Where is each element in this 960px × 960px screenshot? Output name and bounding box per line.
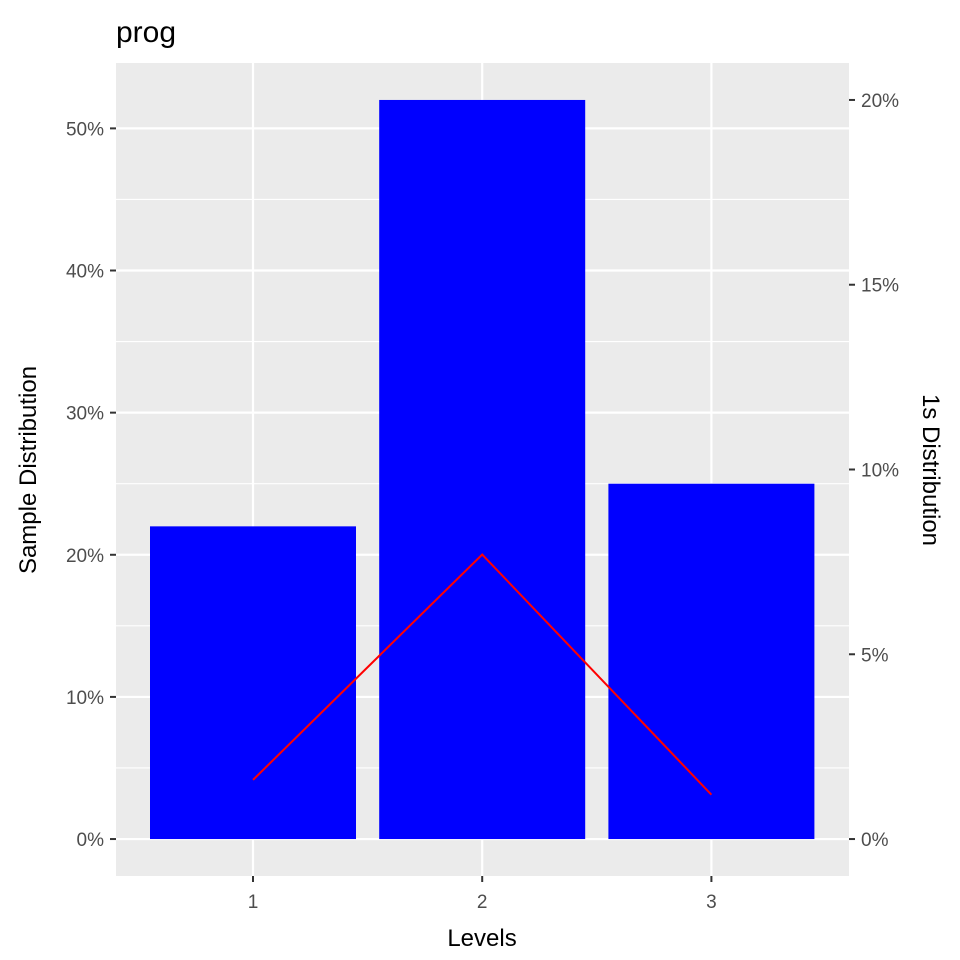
y-tick-label: 30% — [66, 404, 104, 425]
bar-series — [150, 99, 815, 840]
x-axis: 1 2 3 — [248, 876, 717, 913]
y-axis-title: Sample Distribution — [15, 366, 42, 574]
y-axis-left: 0% 10% 20% 30% 40% 50% — [66, 119, 116, 851]
y-tick-label: 40% — [66, 262, 104, 283]
bar — [150, 526, 356, 840]
y-axis-right: 0% 5% 10% 15% 20% — [849, 91, 899, 851]
y-tick-label: 50% — [66, 119, 104, 140]
x-tick-label: 3 — [706, 892, 717, 913]
line-series — [252, 553, 713, 796]
y2-tick-label: 15% — [861, 276, 899, 297]
y-tick-label: 0% — [77, 830, 105, 851]
y2-tick-label: 10% — [861, 461, 899, 482]
y-tick-label: 20% — [66, 546, 104, 567]
bar — [379, 99, 586, 840]
x-tick-label: 2 — [477, 892, 488, 913]
y2-tick-label: 20% — [861, 91, 899, 112]
y2-tick-label: 0% — [861, 830, 889, 851]
x-axis-title: Levels — [447, 925, 516, 952]
bar — [608, 483, 815, 840]
x-tick-label: 1 — [248, 892, 259, 913]
chart-title: prog — [116, 16, 176, 49]
y-tick-label: 10% — [66, 688, 104, 709]
y2-axis-title: 1s Distribution — [917, 394, 944, 546]
series-line — [252, 553, 713, 796]
y2-tick-label: 5% — [861, 645, 889, 666]
